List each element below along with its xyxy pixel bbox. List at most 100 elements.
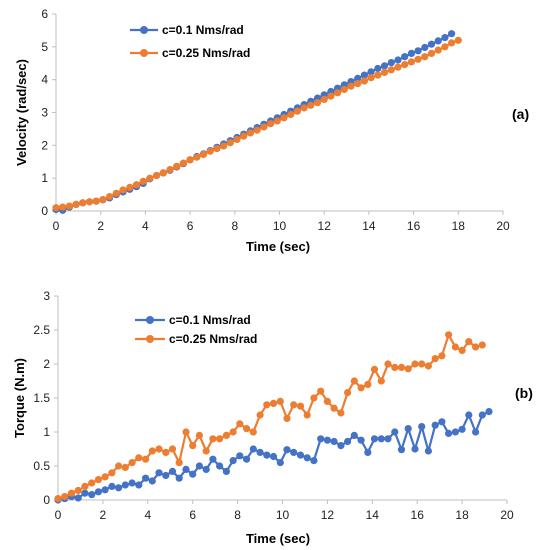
data-point [407, 58, 415, 66]
data-point [377, 435, 385, 443]
data-point [182, 465, 190, 473]
y-tick-label: 0 [41, 204, 48, 218]
data-point [404, 365, 412, 373]
data-point [139, 177, 147, 185]
data-point [313, 99, 322, 107]
data-point [391, 363, 399, 371]
x-tick-label: 8 [231, 219, 238, 233]
data-point [162, 448, 170, 456]
data-point [173, 162, 181, 170]
data-point [337, 409, 345, 417]
data-point [189, 442, 197, 450]
data-point [465, 411, 473, 419]
data-point [344, 389, 352, 397]
data-point [74, 486, 82, 495]
y-tick-label: 3 [43, 289, 50, 303]
data-point [441, 34, 449, 42]
data-point [128, 459, 136, 467]
data-point [360, 77, 368, 85]
data-point [209, 455, 217, 463]
data-point [434, 37, 442, 45]
data-point [216, 462, 224, 470]
data-point [418, 423, 426, 431]
data-point [148, 447, 156, 455]
x-tick-label: 16 [411, 508, 425, 522]
data-point [445, 429, 453, 437]
x-tick-label: 12 [318, 219, 332, 233]
data-point [387, 59, 395, 67]
legend-marker [140, 26, 148, 34]
data-point [360, 71, 368, 79]
data-point [357, 436, 365, 444]
y-tick-label: 2 [41, 138, 48, 152]
data-point [364, 448, 372, 456]
x-tick-label: 0 [53, 219, 60, 233]
series-line [57, 333, 483, 500]
x-tick-label: 20 [500, 508, 514, 522]
data-point [300, 104, 308, 112]
data-point [153, 171, 161, 180]
data-point [465, 338, 473, 346]
data-point [119, 186, 127, 194]
data-point [431, 421, 439, 429]
y-tick-label: 2.5 [33, 323, 50, 337]
data-point [394, 56, 402, 64]
data-point [418, 360, 426, 368]
data-point [132, 181, 141, 189]
legend-marker [146, 316, 154, 324]
data-point [370, 435, 379, 443]
data-point [448, 39, 456, 47]
data-point [99, 195, 107, 204]
y-tick-label: 6 [41, 7, 48, 21]
data-point [384, 435, 392, 443]
data-point [287, 110, 295, 119]
data-point [451, 428, 459, 436]
data-point [226, 139, 234, 147]
data-point [391, 428, 399, 436]
y-tick-label: 4 [41, 73, 48, 87]
data-point [195, 462, 203, 470]
data-point [52, 204, 60, 212]
data-point [159, 169, 167, 177]
data-point [65, 202, 73, 210]
data-point [334, 89, 342, 97]
y-tick-label: 5 [41, 40, 48, 54]
data-point [303, 411, 311, 419]
x-tick-label: 14 [362, 219, 376, 233]
data-point [323, 397, 331, 405]
data-point [296, 402, 305, 410]
data-point [233, 135, 241, 143]
data-point [370, 365, 379, 373]
data-point [236, 452, 244, 460]
data-point [202, 465, 210, 473]
data-point [290, 448, 298, 456]
data-point [186, 156, 194, 164]
data-point [280, 114, 288, 122]
data-point [320, 95, 328, 103]
data-point [81, 482, 89, 490]
data-point [256, 448, 264, 456]
x-tick-label: 16 [407, 219, 421, 233]
data-point [85, 198, 94, 206]
data-point [472, 343, 480, 351]
data-point [222, 467, 230, 475]
x-tick-label: 12 [321, 508, 335, 522]
x-tick-label: 18 [455, 508, 469, 522]
data-point [54, 495, 62, 503]
data-point [367, 74, 375, 82]
data-point [374, 64, 382, 73]
data-point [101, 473, 109, 481]
data-point [424, 447, 432, 455]
data-point [115, 484, 123, 492]
data-point [189, 470, 197, 478]
data-point [229, 457, 237, 465]
data-point [88, 491, 96, 499]
data-point [243, 455, 251, 463]
x-tick-label: 18 [452, 219, 466, 233]
data-point [121, 481, 129, 489]
data-point [354, 74, 362, 82]
x-tick-label: 4 [144, 508, 151, 522]
y-tick-label: 1 [41, 171, 48, 185]
data-point [454, 36, 462, 44]
